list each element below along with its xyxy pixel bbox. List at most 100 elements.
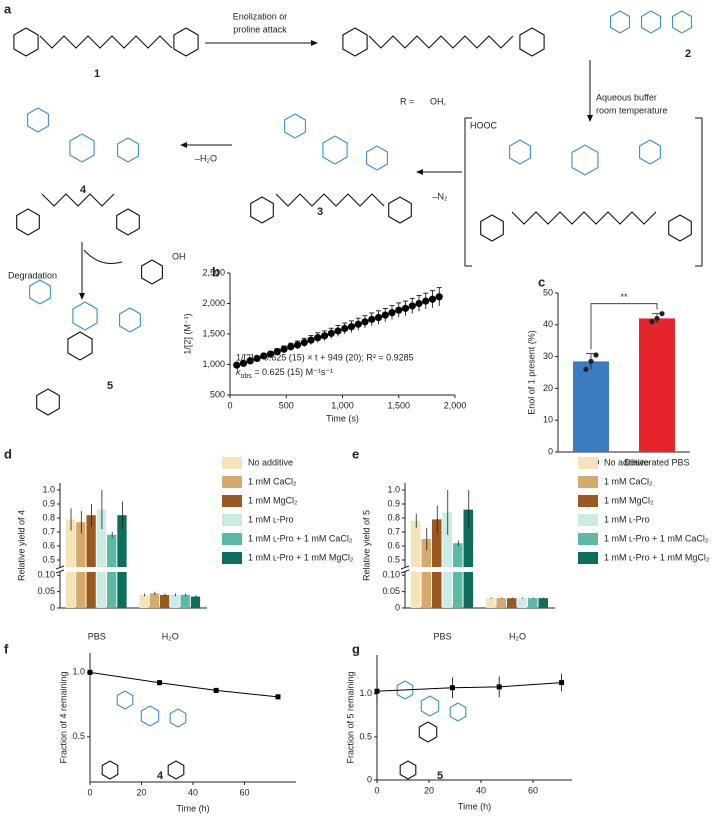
x-tick-label: 1,000 bbox=[331, 400, 354, 410]
data-point bbox=[449, 685, 455, 691]
panel-label: d bbox=[4, 446, 12, 461]
bar bbox=[170, 594, 180, 608]
y-tick-label: 0.10 bbox=[382, 570, 400, 580]
substituent: R = bbox=[400, 96, 414, 106]
bar bbox=[180, 594, 190, 608]
axis-break bbox=[55, 565, 65, 574]
data-point bbox=[649, 319, 655, 325]
bar-base bbox=[76, 572, 86, 608]
data-point bbox=[593, 352, 599, 358]
panel-label: f bbox=[4, 641, 9, 656]
y-tick-label: 500 bbox=[210, 389, 225, 399]
step-label: –N₂ bbox=[433, 191, 449, 201]
ring bbox=[609, 10, 631, 34]
ring bbox=[519, 27, 545, 57]
data-point bbox=[422, 297, 430, 305]
data-point bbox=[354, 320, 362, 328]
step-label: Degradation bbox=[8, 270, 57, 280]
bar bbox=[507, 598, 517, 608]
bar bbox=[65, 519, 76, 567]
ring bbox=[480, 214, 504, 242]
x-tick-label: H₂O bbox=[509, 631, 526, 641]
data-point bbox=[428, 295, 437, 303]
ring bbox=[36, 388, 60, 416]
legend-swatch bbox=[222, 495, 242, 507]
arrow-head bbox=[79, 293, 85, 300]
bar bbox=[86, 515, 96, 567]
data-point bbox=[401, 304, 410, 312]
y-tick-label: 1.0 bbox=[72, 667, 85, 677]
data-point bbox=[213, 687, 219, 693]
ring bbox=[418, 721, 438, 743]
x-tick-label: 0 bbox=[227, 400, 232, 410]
data-point bbox=[87, 669, 93, 675]
ring bbox=[420, 695, 440, 717]
bond-chain bbox=[511, 211, 657, 225]
ring bbox=[169, 708, 187, 728]
ring bbox=[16, 208, 40, 236]
scheme-arrows bbox=[81, 42, 703, 298]
bar bbox=[76, 522, 86, 567]
arrow-head bbox=[416, 169, 423, 175]
data-point bbox=[260, 352, 268, 360]
bar bbox=[107, 534, 117, 567]
y-axis-label: Fraction of 4 remaining bbox=[58, 671, 68, 763]
y-tick-label: 0.6 bbox=[387, 540, 400, 550]
ring bbox=[388, 196, 412, 224]
significance-bracket bbox=[590, 303, 658, 350]
bar bbox=[117, 515, 127, 567]
bond-chain bbox=[275, 193, 385, 207]
x-tick-label: 60 bbox=[239, 787, 249, 797]
y-tick-label: 0.7 bbox=[42, 526, 55, 536]
y-tick-label: 20 bbox=[543, 383, 553, 393]
compound-number: 3 bbox=[317, 206, 323, 218]
bar-base bbox=[117, 572, 127, 608]
y-axis-label: Relative yield of 5 bbox=[361, 510, 371, 581]
bar bbox=[159, 594, 170, 608]
y-tick-label: 2,000 bbox=[202, 298, 225, 308]
ring bbox=[119, 307, 141, 333]
ring bbox=[173, 27, 199, 57]
data-point bbox=[266, 350, 275, 358]
y-tick-label: 1,000 bbox=[202, 359, 225, 369]
x-tick-label: 40 bbox=[188, 787, 198, 797]
bar-base bbox=[411, 572, 421, 608]
legend-swatch bbox=[578, 476, 598, 488]
y-tick-label: 0.05 bbox=[37, 586, 55, 596]
legend-label: 1 mM CaCl₂ bbox=[604, 476, 653, 486]
bar bbox=[639, 318, 675, 452]
y-tick-label: 10 bbox=[543, 415, 553, 425]
bar bbox=[411, 520, 421, 567]
legend-label: 1 mM ʟ-Pro + 1 mM CaCl₂ bbox=[248, 533, 353, 543]
ring bbox=[399, 760, 417, 780]
y-tick-label: 0 bbox=[50, 602, 55, 612]
bar bbox=[421, 539, 431, 567]
data-point bbox=[347, 323, 356, 331]
arrow-head bbox=[311, 40, 318, 46]
x-axis-label: Time (s) bbox=[326, 413, 359, 423]
ring bbox=[322, 135, 348, 165]
y-tick-label: 0.7 bbox=[387, 526, 400, 536]
bar-base bbox=[442, 572, 452, 608]
data-point bbox=[361, 318, 369, 326]
y-axis-label: Fraction of 5 remaining bbox=[345, 671, 355, 763]
data-point bbox=[559, 680, 565, 686]
bar bbox=[463, 509, 473, 567]
panel-label: g bbox=[352, 641, 360, 656]
ring bbox=[449, 702, 467, 722]
legend-swatch bbox=[222, 514, 242, 526]
ring bbox=[101, 760, 119, 780]
x-tick-label: 60 bbox=[528, 785, 538, 795]
arrow bbox=[83, 249, 123, 264]
x-tick-label: PBS bbox=[88, 631, 106, 641]
y-axis-label: Enol of 1 present (%) bbox=[526, 330, 536, 415]
step-label: –H₂O bbox=[195, 153, 217, 163]
significance: ** bbox=[620, 292, 628, 302]
ring bbox=[639, 139, 661, 165]
x-tick-label: 2,000 bbox=[444, 400, 467, 410]
x-tick-label: 20 bbox=[424, 785, 434, 795]
byproduct-label: OH bbox=[172, 251, 186, 261]
ring bbox=[668, 214, 692, 242]
bar bbox=[453, 543, 463, 567]
rate-constant: kobs = 0.625 (15) M⁻¹s⁻¹ bbox=[236, 367, 333, 379]
